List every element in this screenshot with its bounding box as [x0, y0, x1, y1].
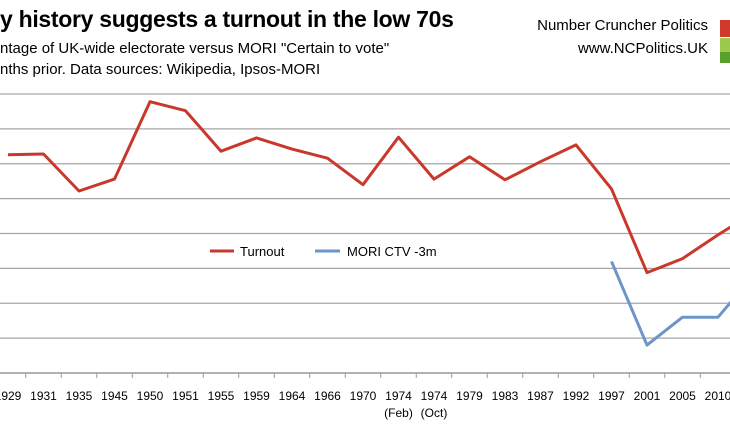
- logo-block-green: [720, 52, 730, 63]
- series-line-turnout: [7, 100, 730, 275]
- x-tick-label: 1964: [279, 389, 306, 403]
- x-tick-label: 1931: [30, 389, 57, 403]
- x-tick-label: 1966: [314, 389, 341, 403]
- x-tick-label: 2005: [669, 389, 696, 403]
- logo-block-red: [720, 20, 730, 37]
- chart-subtitle-line2: nths prior. Data sources: Wikipedia, Ips…: [0, 61, 321, 78]
- x-tick-label: 2010: [705, 389, 730, 403]
- x-tick-label: 1983: [492, 389, 519, 403]
- x-tick-label: 1929: [0, 389, 22, 403]
- x-tick-label: 1974: [385, 389, 412, 403]
- x-tick-label: 1979: [456, 389, 483, 403]
- legend-label-turnout: Turnout: [240, 244, 285, 259]
- x-tick-label: 1951: [172, 389, 199, 403]
- x-tick-label: 1945: [101, 389, 128, 403]
- x-tick-label: 1950: [137, 389, 164, 403]
- x-tick-label: 1987: [527, 389, 554, 403]
- x-tick-label: 1997: [598, 389, 625, 403]
- series-lines: [7, 100, 730, 347]
- brand-name: Number Cruncher Politics: [537, 17, 708, 34]
- x-tick-label: 1974: [421, 389, 448, 403]
- x-axis: 1929 1931 1935 1945 1950 1951 1955 1959 1964 1966…: [0, 373, 730, 420]
- logo-block-lightgreen: [720, 38, 730, 52]
- chart-title: y history suggests a turnout in the low …: [0, 6, 454, 32]
- x-tick-label: 1992: [563, 389, 590, 403]
- x-tick-sublabel: (Oct): [421, 406, 448, 420]
- x-tick-label: 1970: [350, 389, 377, 403]
- chart-subtitle-line1: ntage of UK-wide electorate versus MORI …: [0, 40, 390, 57]
- x-tick-label: 1959: [243, 389, 270, 403]
- x-tick-label: 2001: [634, 389, 661, 403]
- legend-label-mori: MORI CTV -3m: [347, 244, 437, 259]
- brand-url[interactable]: www.NCPolitics.UK: [577, 40, 708, 57]
- gridlines: [0, 93, 730, 374]
- legend: Turnout MORI CTV -3m: [210, 244, 437, 259]
- x-tick-label: 1935: [66, 389, 93, 403]
- x-tick-label: 1955: [208, 389, 235, 403]
- x-tick-sublabel: (Feb): [384, 406, 413, 420]
